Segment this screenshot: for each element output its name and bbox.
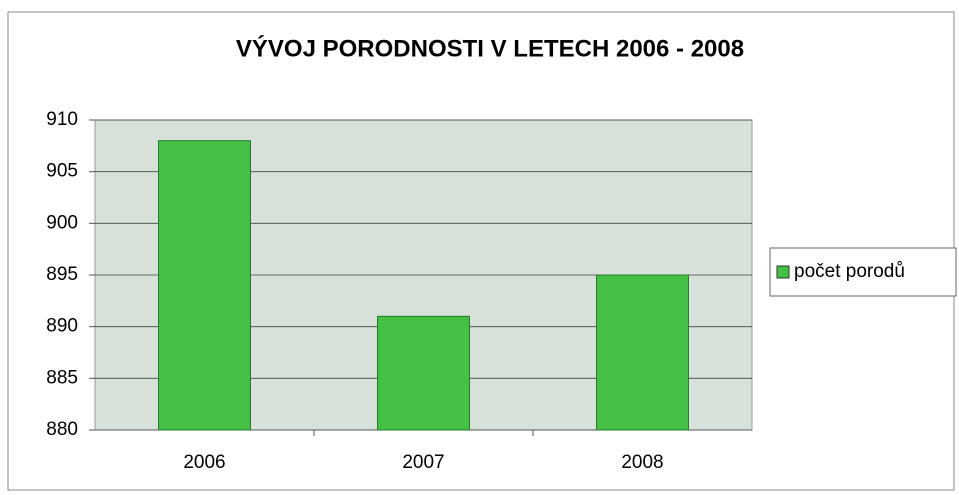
y-tick-label: 900 xyxy=(46,212,78,233)
x-tick-label: 2008 xyxy=(621,452,663,473)
legend-label: počet porodů xyxy=(794,261,905,282)
x-tick-label: 2007 xyxy=(402,452,444,473)
y-tick-label: 880 xyxy=(46,419,78,440)
bar xyxy=(377,315,470,431)
y-tick-label: 895 xyxy=(46,264,78,285)
x-tick-label: 2006 xyxy=(183,452,225,473)
legend-swatch xyxy=(776,265,790,279)
bar xyxy=(596,274,689,431)
y-tick-label: 910 xyxy=(46,109,78,130)
y-tick-label: 905 xyxy=(46,161,78,182)
legend xyxy=(769,247,957,297)
bar xyxy=(158,140,251,431)
y-tick-label: 885 xyxy=(46,367,78,388)
y-tick-label: 890 xyxy=(46,316,78,337)
chart-title: VÝVOJ PORODNOSTI V LETECH 2006 - 2008 xyxy=(236,34,744,62)
